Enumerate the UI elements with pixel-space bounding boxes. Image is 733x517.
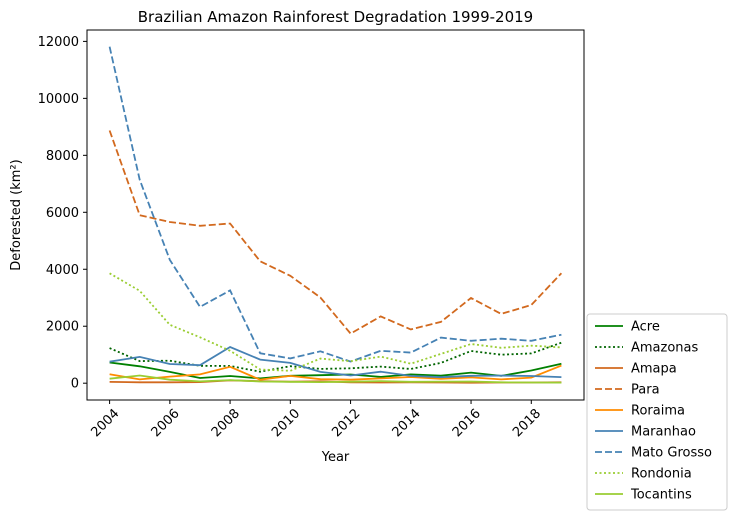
legend-label: Para: [631, 383, 660, 398]
y-tick-label: 10000: [38, 92, 79, 107]
y-axis-ticks: 0 2000 4000 6000 8000 10000 12000: [38, 35, 87, 392]
legend: Acre Amazonas Amapa Para Roraima Maranhao Mato…: [586, 313, 728, 511]
y-tick-label: 6000: [46, 206, 79, 221]
x-tick-label: 2008: [209, 406, 243, 440]
x-tick-label: 2014: [390, 406, 424, 440]
x-tick-label: 2012: [329, 406, 363, 440]
series-line-rondonia: [109, 272, 562, 372]
y-tick-label: 12000: [38, 35, 79, 50]
series-line-mato-grosso: [108, 46, 562, 363]
chart-title: Brazilian Amazon Rainforest Degradation …: [138, 8, 533, 26]
plot-frame: [86, 29, 585, 401]
legend-label: Tocantins: [630, 488, 692, 503]
legend-label: Mato Grosso: [631, 446, 712, 461]
series-line-amazonas: [109, 341, 562, 373]
series-line-tocantins: [109, 374, 562, 384]
legend-label: Roraima: [631, 404, 685, 419]
x-tick-label: 2010: [269, 406, 303, 440]
legend-label: Amapa: [631, 362, 677, 377]
y-tick-label: 4000: [46, 263, 79, 278]
x-axis-ticks: 2004 2006 2008 2010 2012 2014 2016 2018: [88, 400, 544, 440]
legend-label: Acre: [631, 320, 660, 335]
legend-label: Rondonia: [631, 467, 692, 482]
x-axis-title: Year: [321, 450, 350, 465]
series-line-roraima: [109, 364, 562, 381]
y-tick-label: 8000: [46, 149, 79, 164]
legend-box: [586, 313, 728, 511]
plot-lines: [108, 46, 563, 384]
y-tick-label: 2000: [46, 320, 79, 335]
legend-label: Amazonas: [631, 341, 699, 356]
x-tick-label: 2018: [510, 406, 544, 440]
x-tick-label: 2006: [149, 406, 183, 440]
series-line-maranhao: [109, 345, 562, 379]
x-tick-label: 2004: [88, 406, 122, 440]
y-tick-label: 0: [71, 377, 79, 392]
x-tick-label: 2016: [450, 406, 484, 440]
series-line-para: [108, 130, 563, 335]
y-axis-title: Deforested (km²): [9, 159, 24, 270]
legend-label: Maranhao: [631, 425, 696, 440]
